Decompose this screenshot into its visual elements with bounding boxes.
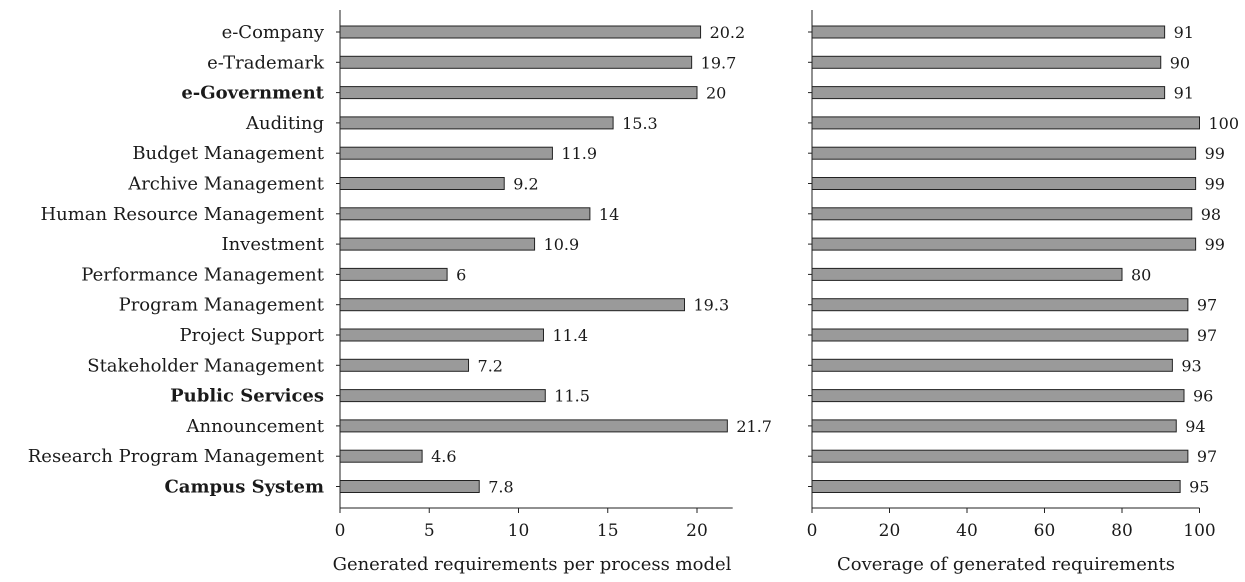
left-bar-project-support — [339, 328, 544, 342]
right-x-tick-label: 60 — [1034, 521, 1056, 541]
category-label-public-services: Public Services — [170, 386, 324, 407]
right-value-label-performance-management: 80 — [1131, 265, 1151, 284]
right-x-tick-label: 40 — [956, 521, 978, 541]
left-bar-performance-management — [339, 267, 448, 281]
left-bar-program-management — [339, 298, 686, 312]
right-bar-auditing — [811, 116, 1200, 130]
left-value-label-human-resource-management: 14 — [599, 205, 619, 224]
left-value-label-auditing: 15.3 — [622, 114, 658, 133]
category-label-performance-management: Performance Management — [81, 264, 324, 285]
right-bar-research-program-management — [811, 449, 1189, 463]
right-value-label-e-trademark: 90 — [1170, 53, 1190, 72]
right-x-tick-label: 20 — [879, 521, 901, 541]
right-value-label-e-government: 91 — [1174, 84, 1194, 103]
right-bar-archive-management — [811, 177, 1197, 190]
left-value-label-project-support: 11.4 — [552, 326, 588, 345]
left-value-label-budget-management: 11.9 — [561, 144, 597, 163]
right-value-label-research-program-management: 97 — [1197, 447, 1217, 466]
right-value-label-budget-management: 99 — [1205, 144, 1225, 163]
category-label-campus-system: Campus System — [164, 477, 324, 498]
right-bar-program-management — [811, 298, 1189, 312]
right-bar-investment — [811, 237, 1197, 251]
right-value-label-stakeholder-management: 93 — [1181, 356, 1201, 375]
left-bar-campus-system — [339, 480, 480, 493]
left-value-label-public-services: 11.5 — [554, 387, 590, 406]
left-value-label-e-government: 20 — [706, 84, 726, 103]
left-bar-investment — [339, 237, 536, 251]
category-label-auditing: Auditing — [245, 113, 324, 134]
right-x-tick-label: 100 — [1183, 521, 1215, 541]
right-value-label-project-support: 97 — [1197, 326, 1217, 345]
right-value-label-auditing: 100 — [1209, 114, 1240, 133]
category-label-archive-management: Archive Management — [127, 174, 325, 195]
left-value-label-archive-management: 9.2 — [513, 175, 538, 194]
left-panel: e-Company 20.2 e-Trademark 19.7 e-Government… — [28, 10, 772, 541]
left-bar-announcement — [339, 419, 728, 433]
right-x-axis-title: Coverage of generated requirements — [837, 554, 1175, 575]
right-bar-project-support — [811, 328, 1189, 342]
right-value-label-program-management: 97 — [1197, 296, 1217, 315]
right-panel: 91 90 91 100 99 99 98 99 80 97 97 93 96 94 97 95 0 20 40 60… — [807, 10, 1239, 541]
left-bar-e-company — [339, 25, 702, 39]
left-bar-public-services — [339, 389, 546, 403]
right-bar-e-company — [811, 25, 1166, 39]
right-x-tick-label: 0 — [807, 521, 818, 541]
right-bar-e-government — [811, 86, 1166, 100]
right-value-label-e-company: 91 — [1174, 23, 1194, 42]
category-label-e-government: e-Government — [181, 83, 324, 104]
right-value-label-archive-management: 99 — [1205, 175, 1225, 194]
category-label-announcement: Announcement — [186, 416, 325, 437]
category-label-program-management: Program Management — [119, 295, 325, 316]
right-x-tick-label: 80 — [1111, 521, 1133, 541]
right-value-label-public-services: 96 — [1193, 387, 1213, 406]
category-label-stakeholder-management: Stakeholder Management — [87, 355, 325, 376]
left-value-label-campus-system: 7.8 — [488, 478, 513, 497]
left-bar-e-government — [339, 86, 698, 100]
right-bar-announcement — [811, 419, 1177, 433]
category-label-e-trademark: e-Trademark — [207, 52, 325, 73]
right-value-label-announcement: 94 — [1185, 417, 1205, 436]
left-x-tick-label: 20 — [686, 521, 708, 541]
left-x-axis-title: Generated requirements per process model — [333, 554, 732, 575]
left-value-label-e-trademark: 19.7 — [701, 53, 737, 72]
right-bar-human-resource-management — [811, 207, 1193, 221]
right-bar-campus-system — [811, 480, 1181, 493]
right-bar-budget-management — [811, 146, 1197, 160]
left-bar-e-trademark — [339, 55, 693, 69]
right-bar-public-services — [811, 389, 1185, 403]
left-bar-auditing — [339, 116, 614, 130]
right-value-label-investment: 99 — [1205, 235, 1225, 254]
right-bar-performance-management — [811, 267, 1123, 281]
left-value-label-e-company: 20.2 — [710, 23, 746, 42]
category-label-investment: Investment — [221, 234, 324, 255]
category-label-human-resource-management: Human Resource Management — [40, 204, 324, 225]
left-x-tick-label: 15 — [597, 521, 619, 541]
right-value-label-campus-system: 95 — [1189, 478, 1209, 497]
left-value-label-research-program-management: 4.6 — [431, 447, 456, 466]
category-label-research-program-management: Research Program Management — [28, 446, 325, 467]
left-bar-human-resource-management — [339, 207, 591, 221]
right-bar-stakeholder-management — [811, 358, 1173, 372]
left-bar-archive-management — [339, 177, 505, 190]
left-bar-research-program-management — [339, 449, 423, 463]
category-label-e-company: e-Company — [222, 22, 325, 43]
left-x-tick-label: 10 — [508, 521, 530, 541]
category-label-budget-management: Budget Management — [132, 143, 324, 164]
left-value-label-announcement: 21.7 — [736, 417, 772, 436]
left-value-label-performance-management: 6 — [456, 265, 466, 284]
left-bar-budget-management — [339, 146, 553, 160]
right-bar-e-trademark — [811, 55, 1162, 69]
category-label-project-support: Project Support — [180, 325, 325, 346]
left-value-label-investment: 10.9 — [544, 235, 580, 254]
left-bar-stakeholder-management — [339, 358, 470, 372]
right-value-label-human-resource-management: 98 — [1201, 205, 1221, 224]
left-x-tick-label: 5 — [424, 521, 435, 541]
left-x-tick-label: 0 — [335, 521, 346, 541]
left-value-label-program-management: 19.3 — [694, 296, 730, 315]
left-value-label-stakeholder-management: 7.2 — [478, 356, 503, 375]
